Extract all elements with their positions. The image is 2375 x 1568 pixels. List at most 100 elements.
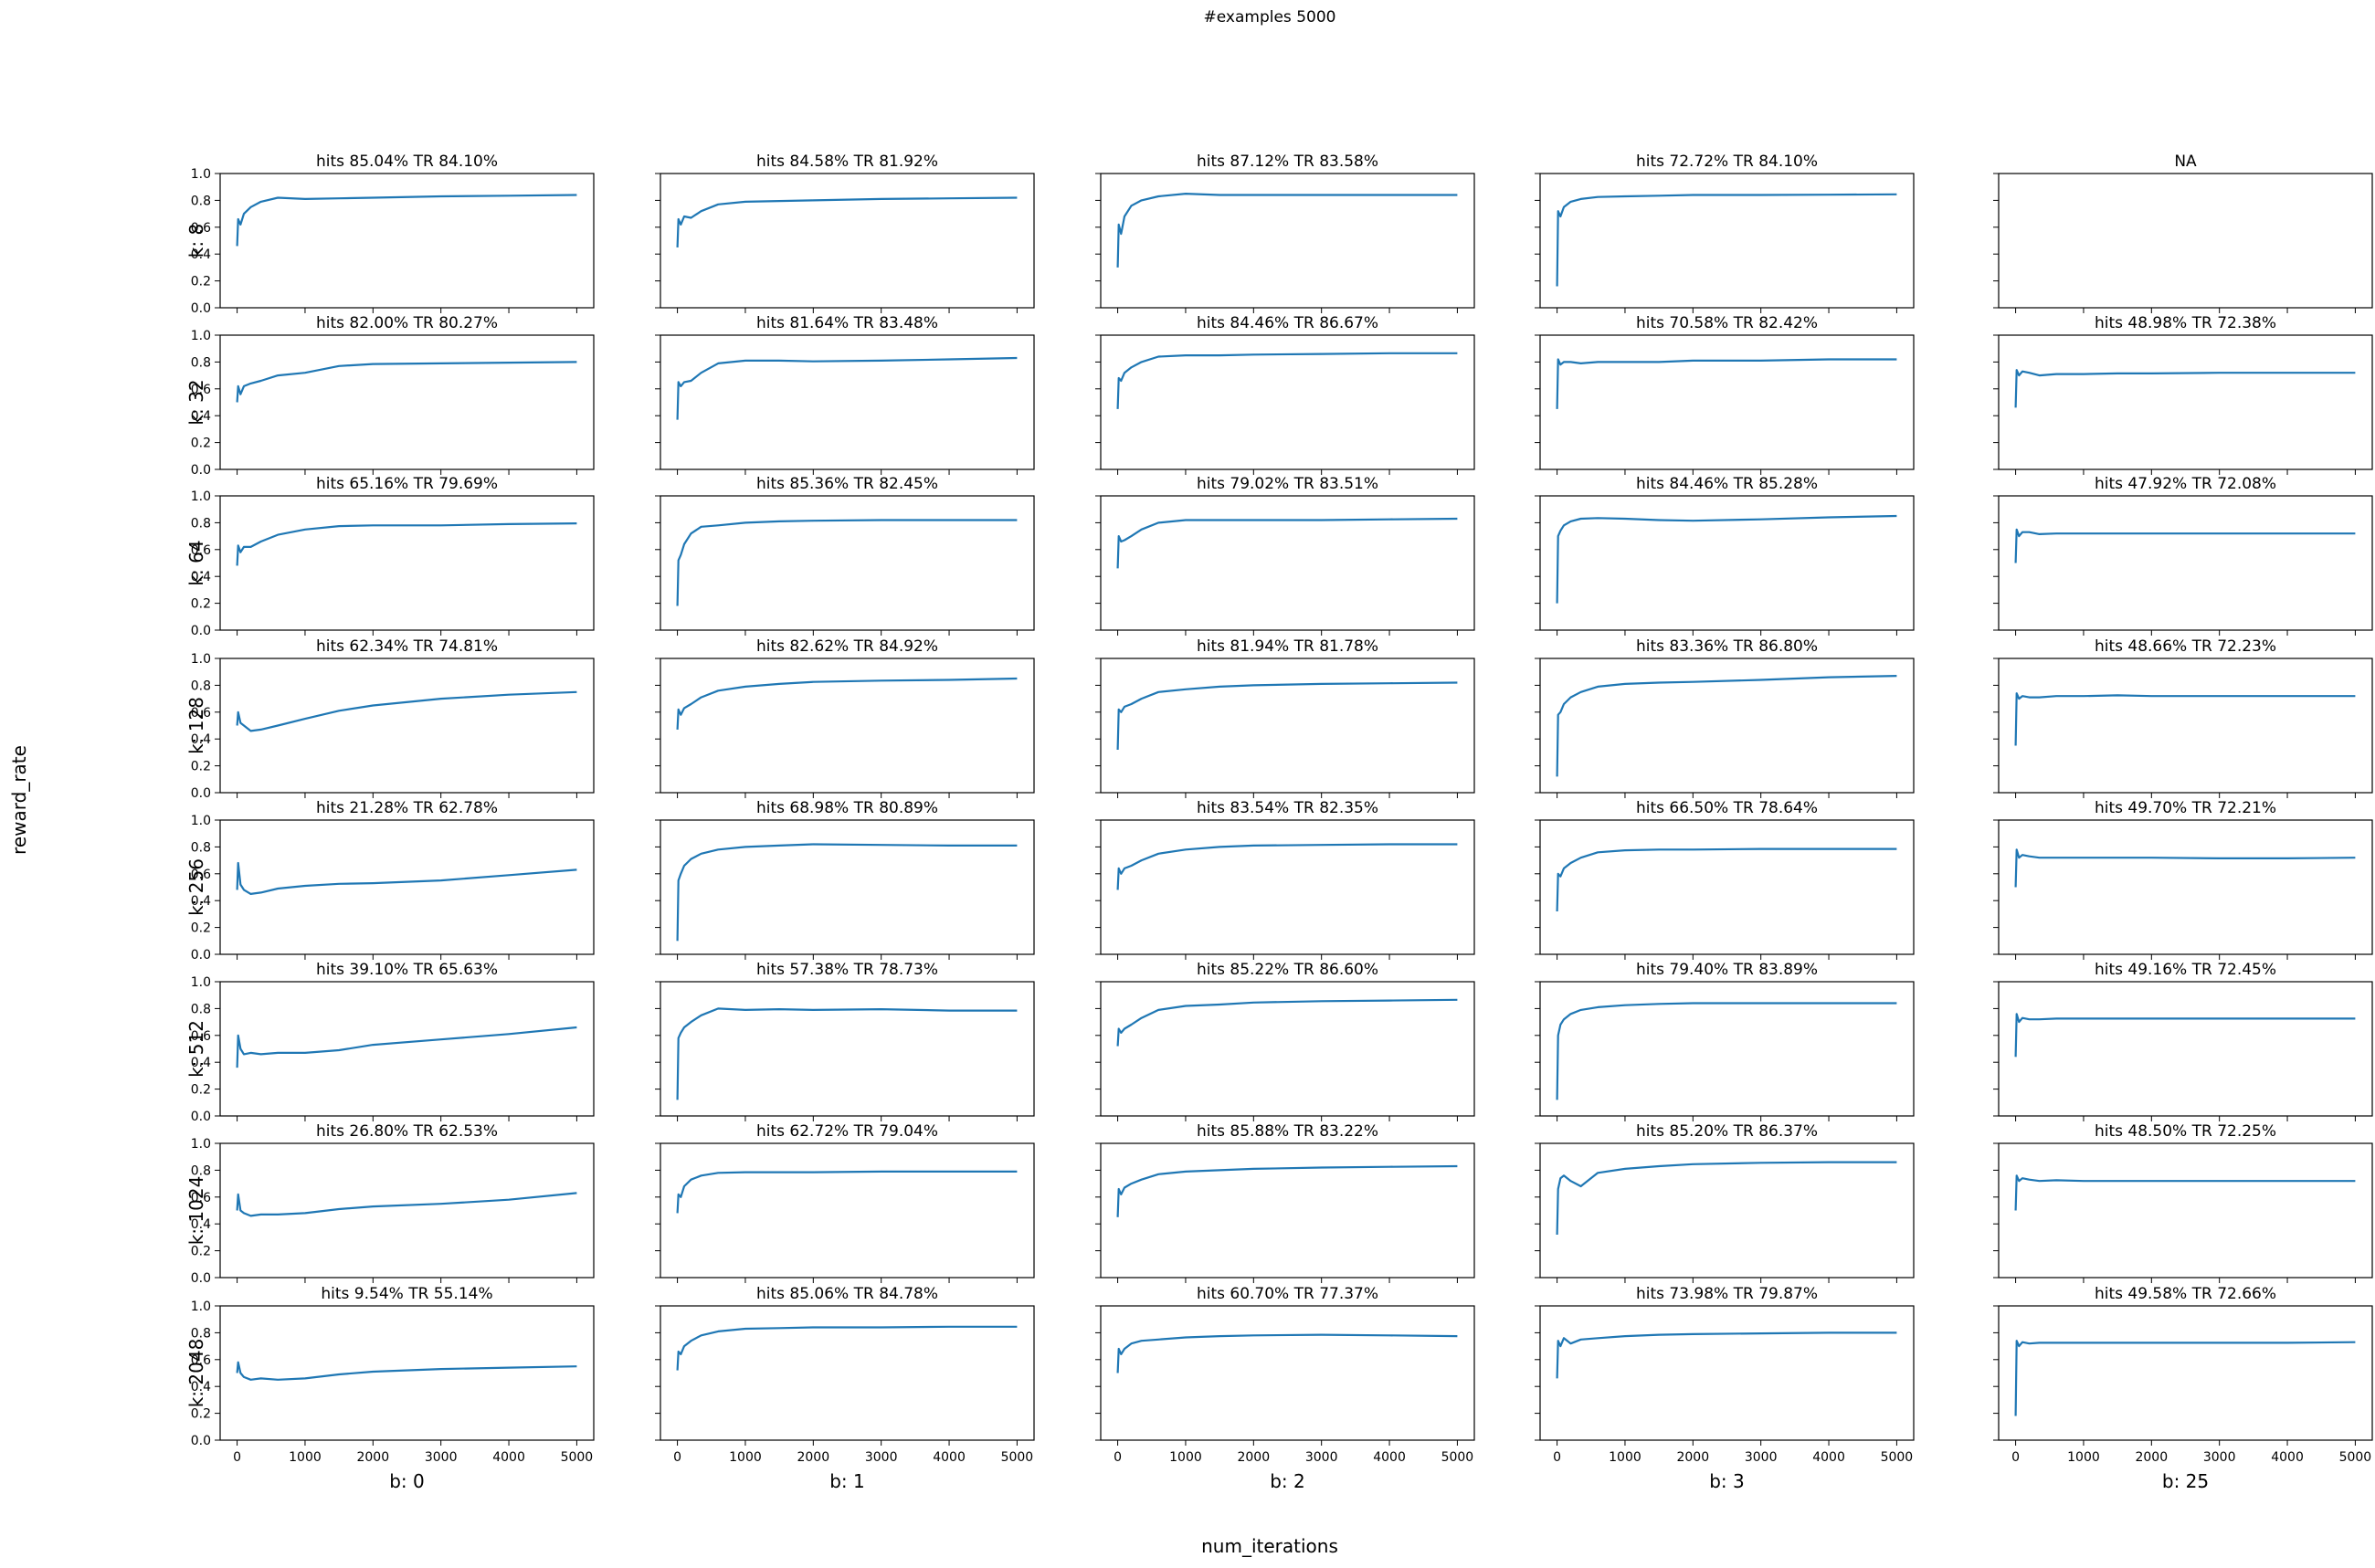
axes-frame bbox=[1539, 173, 1915, 309]
x-tick-label: 0 bbox=[1553, 1450, 1561, 1465]
x-tick-label: 3000 bbox=[1305, 1450, 1338, 1465]
y-tick-label: 0.8 bbox=[191, 194, 211, 208]
y-tick-label: 0.8 bbox=[191, 840, 211, 855]
col-label: b: 25 bbox=[2162, 1470, 2209, 1492]
subplot-r1-c0: hits 82.00% TR 80.27% 0.0 0.2 0.4 0.6 0.8 1.0 k… bbox=[185, 314, 595, 478]
axes-frame bbox=[1998, 173, 2373, 309]
subplot-r2-c0: hits 65.16% TR 79.69% 0.0 0.2 0.4 0.6 0.8 1.0 k… bbox=[185, 475, 595, 638]
y-tick-label: 0.6 bbox=[191, 383, 211, 397]
row-label: k: 128 bbox=[185, 697, 207, 754]
subplot-r2-c2: hits 79.02% TR 83.51% bbox=[1095, 475, 1475, 636]
subplot-r6-c1: hits 62.72% TR 79.04% bbox=[655, 1122, 1035, 1283]
series-line bbox=[236, 522, 577, 566]
x-tick-label: 0 bbox=[233, 1450, 241, 1465]
subplot-title: hits 48.98% TR 72.38% bbox=[2095, 314, 2276, 332]
series-line bbox=[1116, 843, 1458, 890]
y-tick-label: 0.8 bbox=[191, 355, 211, 370]
axes-frame bbox=[1100, 819, 1475, 955]
series-line bbox=[2014, 1013, 2356, 1058]
y-tick-label: 1.0 bbox=[191, 329, 211, 343]
subplot-r4-c2: hits 83.54% TR 82.35% bbox=[1095, 799, 1475, 960]
axes-frame bbox=[1100, 173, 1475, 309]
row-label: k: 8 bbox=[185, 224, 207, 258]
axes-frame bbox=[219, 819, 595, 955]
y-tick-label: 0.8 bbox=[191, 679, 211, 693]
y-tick-label: 0.8 bbox=[191, 516, 211, 531]
col-label: b: 3 bbox=[1709, 1470, 1745, 1492]
y-tick-label: 0.4 bbox=[191, 570, 211, 584]
x-tick-label: 1000 bbox=[1609, 1450, 1641, 1465]
y-tick-label: 0.2 bbox=[191, 275, 211, 289]
series-line bbox=[2014, 1340, 2356, 1416]
axes-frame bbox=[1100, 1305, 1475, 1441]
row-label: k: 32 bbox=[185, 379, 207, 425]
series-line bbox=[2014, 848, 2356, 888]
y-tick-label: 0.6 bbox=[191, 221, 211, 236]
subplot-r4-c1: hits 68.98% TR 80.89% bbox=[655, 799, 1035, 960]
subplot-title: hits 82.00% TR 80.27% bbox=[316, 314, 498, 332]
series-line bbox=[1116, 193, 1458, 268]
y-tick-label: 0.0 bbox=[191, 786, 211, 801]
y-tick-label: 0.2 bbox=[191, 921, 211, 936]
x-tick-label: 2000 bbox=[1676, 1450, 1709, 1465]
axes-frame bbox=[1100, 495, 1475, 631]
series-line bbox=[1556, 514, 1897, 604]
y-tick-label: 1.0 bbox=[191, 489, 211, 504]
axes-frame bbox=[1998, 981, 2373, 1117]
x-tick-label: 3000 bbox=[425, 1450, 458, 1465]
x-tick-label: 4000 bbox=[1812, 1450, 1845, 1465]
y-tick-label: 0.2 bbox=[191, 760, 211, 774]
subplot-title: hits 60.70% TR 77.37% bbox=[1197, 1285, 1378, 1303]
axes-frame bbox=[1539, 981, 1915, 1117]
subplot-title: hits 73.98% TR 79.87% bbox=[1636, 1285, 1818, 1303]
subplot-r6-c0: hits 26.80% TR 62.53% 0.0 0.2 0.4 0.6 0.8 1.0 k… bbox=[185, 1122, 595, 1286]
subplot-r4-c0: hits 21.28% TR 62.78% 0.0 0.2 0.4 0.6 0.8 1.0 k… bbox=[185, 799, 595, 963]
subplot-title: hits 65.16% TR 79.69% bbox=[316, 475, 498, 493]
y-tick-label: 1.0 bbox=[191, 1300, 211, 1314]
axes-frame bbox=[660, 495, 1035, 631]
row-label: k: 2048 bbox=[185, 1339, 207, 1408]
subplot-r0-c2: hits 87.12% TR 83.58% bbox=[1095, 153, 1475, 313]
subplot-r0-c0: hits 85.04% TR 84.10% 0.0 0.2 0.4 0.6 0.8 1.0 k… bbox=[185, 153, 595, 316]
y-tick-label: 0.2 bbox=[191, 597, 211, 612]
x-tick-label: 5000 bbox=[1001, 1450, 1034, 1465]
axes-frame bbox=[1998, 1142, 2373, 1279]
figure-xlabel: num_iterations bbox=[1201, 1535, 1338, 1557]
series-line bbox=[236, 1026, 577, 1068]
axes-frame bbox=[219, 495, 595, 631]
axes-frame bbox=[219, 658, 595, 794]
subplot-r6-c3: hits 85.20% TR 86.37% bbox=[1535, 1122, 1915, 1283]
subplot-title: hits 26.80% TR 62.53% bbox=[316, 1122, 498, 1141]
x-tick-label: 3000 bbox=[2203, 1450, 2236, 1465]
axes-frame bbox=[1998, 1305, 2373, 1441]
col-label: b: 2 bbox=[1270, 1470, 1305, 1492]
subplot-r1-c2: hits 84.46% TR 86.67% bbox=[1095, 314, 1475, 475]
axes-frame bbox=[219, 1305, 595, 1441]
series-line bbox=[1556, 847, 1897, 912]
y-tick-label: 1.0 bbox=[191, 167, 211, 182]
series-line bbox=[236, 194, 577, 247]
x-tick-label: 3000 bbox=[1745, 1450, 1778, 1465]
y-tick-label: 0.6 bbox=[191, 1353, 211, 1368]
y-tick-label: 1.0 bbox=[191, 1137, 211, 1152]
y-tick-label: 0.2 bbox=[191, 1407, 211, 1422]
y-tick-label: 0.8 bbox=[191, 1163, 211, 1178]
x-tick-label: 5000 bbox=[2339, 1450, 2372, 1465]
axes-frame bbox=[660, 658, 1035, 794]
x-tick-label: 5000 bbox=[1881, 1450, 1914, 1465]
row-label: k: 256 bbox=[185, 858, 207, 916]
x-tick-label: 4000 bbox=[1373, 1450, 1406, 1465]
series-line bbox=[676, 519, 1018, 606]
series-line bbox=[1116, 1333, 1458, 1373]
axes-frame bbox=[660, 173, 1035, 309]
subplot-r7-c4: hits 49.58% TR 72.66% 0 1000 2000 3000 4000 50… bbox=[1993, 1285, 2373, 1492]
subplot-grid: hits 85.04% TR 84.10% 0.0 0.2 0.4 0.6 0.8 1.0 k… bbox=[185, 153, 2373, 1492]
y-tick-label: 0.4 bbox=[191, 409, 211, 424]
axes-frame bbox=[1539, 1305, 1915, 1441]
series-line bbox=[2014, 692, 2356, 746]
subplot-r5-c0: hits 39.10% TR 65.63% 0.0 0.2 0.4 0.6 0.8 1.0 k… bbox=[185, 961, 595, 1124]
y-tick-label: 1.0 bbox=[191, 975, 211, 990]
y-tick-label: 0.6 bbox=[191, 543, 211, 558]
subplot-r4-c3: hits 66.50% TR 78.64% bbox=[1535, 799, 1915, 960]
